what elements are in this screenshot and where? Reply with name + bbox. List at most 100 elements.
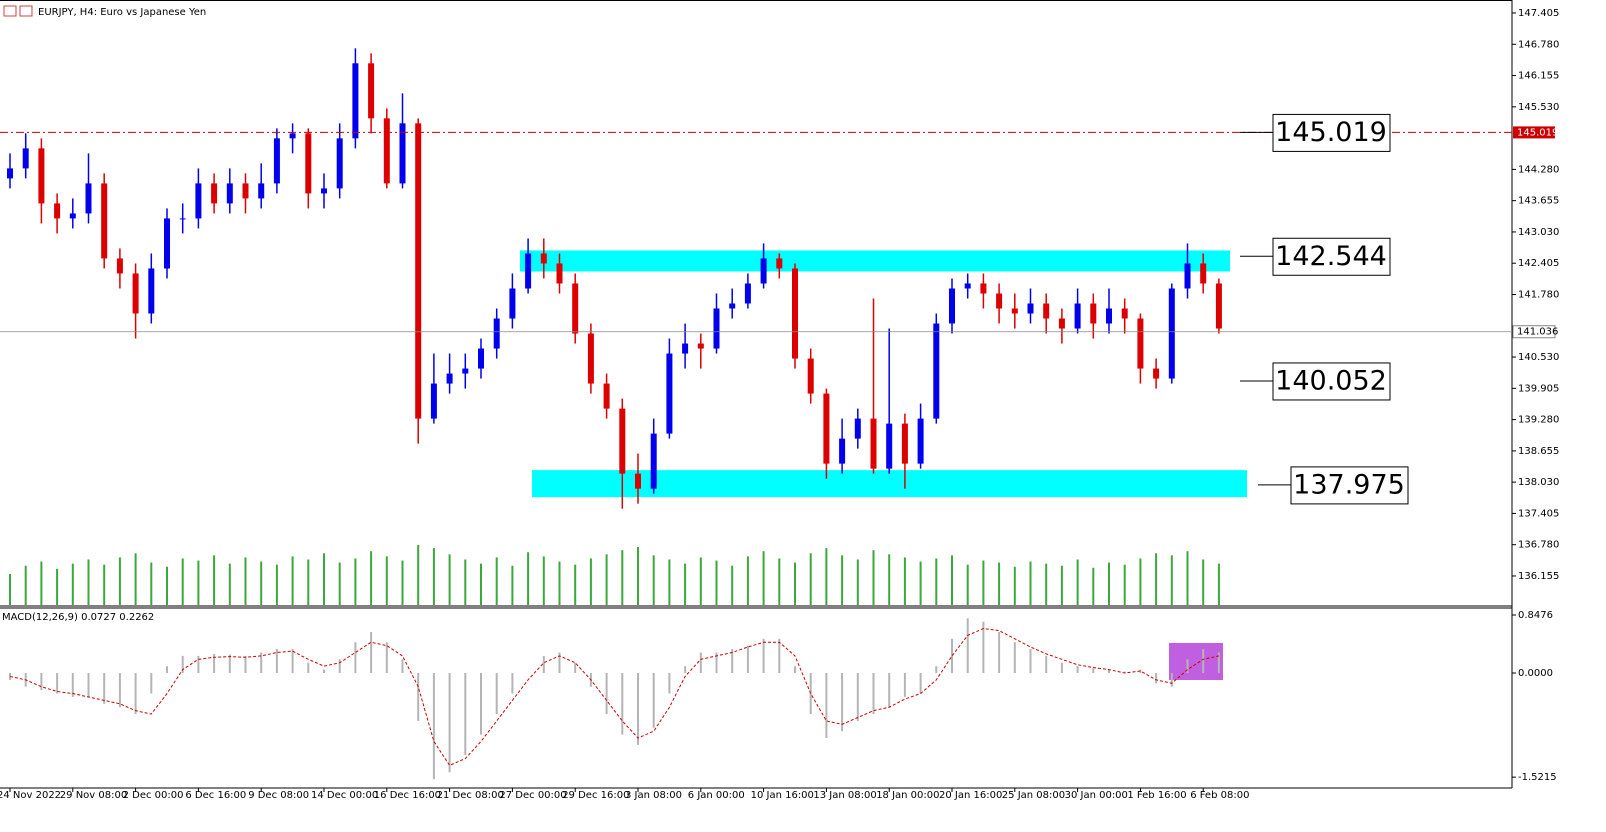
candle-body	[7, 168, 13, 179]
volume-bar	[668, 559, 671, 605]
macd-y-tick-label: -1.5215	[1518, 772, 1557, 783]
candle-body	[85, 183, 92, 214]
macd-y-tick-label: 0.0000	[1518, 668, 1553, 679]
volume-bar	[605, 554, 608, 605]
volume-bar	[1029, 561, 1032, 605]
candle-body	[886, 423, 893, 469]
volume-bar	[370, 551, 373, 605]
volume-bar	[118, 557, 121, 605]
volume-bar	[495, 557, 498, 605]
volume-bar	[401, 560, 404, 605]
x-tick-label: 21 Dec 08:00	[437, 790, 504, 801]
volume-bar	[1045, 563, 1048, 605]
volume-bar	[1092, 567, 1095, 605]
volume-bar	[464, 559, 467, 605]
volume-bar	[746, 556, 749, 605]
level-box	[1272, 113, 1391, 152]
volume-bar	[574, 564, 577, 605]
candle-body	[1137, 318, 1144, 369]
level-box	[1290, 466, 1409, 505]
y-tick-label: 139.905	[1518, 383, 1559, 394]
candle-body	[556, 263, 563, 284]
candle-body	[289, 133, 296, 139]
volume-bar	[480, 563, 482, 605]
x-tick-label: 13 Jan 08:00	[813, 790, 876, 801]
volume-bar	[56, 568, 59, 605]
x-tick-label: 29 Nov 08:00	[60, 790, 127, 801]
volume-bar	[998, 562, 1001, 605]
candle-body	[697, 343, 704, 349]
volume-bar	[134, 553, 137, 605]
x-tick-label: 20 Jan 16:00	[939, 790, 1002, 801]
candle-body	[116, 258, 123, 274]
volume-bar	[40, 561, 43, 605]
x-tick-label: 14 Dec 00:00	[311, 790, 378, 801]
x-tick-label: 3 Jan 08:00	[625, 790, 682, 801]
y-tick-label: 143.030	[1518, 227, 1559, 238]
candle-body	[195, 183, 202, 219]
x-tick-label: 16 Dec 16:00	[374, 790, 441, 801]
x-tick-label: 10 Jan 16:00	[751, 790, 814, 801]
candle-body	[1200, 263, 1207, 284]
volume-bar	[1217, 563, 1220, 605]
candle-body	[273, 138, 280, 184]
candle-body	[321, 188, 327, 194]
x-tick-label: 6 Dec 16:00	[185, 790, 246, 801]
candle-body	[635, 473, 641, 489]
candle-body	[713, 308, 720, 349]
candle-body	[1074, 303, 1081, 329]
candle-body	[478, 348, 484, 369]
volume-bar	[87, 559, 90, 605]
level-box	[1272, 237, 1391, 276]
candle-body	[650, 433, 657, 489]
volume-bar	[385, 556, 388, 605]
candle-body	[854, 418, 861, 439]
volume-bar	[1155, 553, 1158, 605]
level-price-label: 145.019	[1517, 127, 1558, 138]
candle-body	[1168, 288, 1175, 379]
candle-body	[430, 383, 437, 419]
volume-bar	[338, 562, 341, 605]
candle-body	[179, 218, 186, 220]
volume-bar	[71, 563, 74, 605]
candle-body	[917, 418, 924, 464]
volume-bar	[637, 547, 639, 605]
candle-body	[509, 288, 516, 319]
chart-icon	[19, 5, 33, 17]
candle-body	[101, 183, 108, 259]
candle-body	[148, 268, 155, 314]
level-box-label: 145.019	[1275, 117, 1387, 148]
candle-body	[933, 323, 940, 419]
x-tick-label: 27 Dec 00:00	[499, 790, 566, 801]
candle-body	[760, 258, 767, 284]
candle-body	[211, 183, 218, 204]
y-tick-label: 147.405	[1518, 8, 1559, 19]
volume-bar	[652, 555, 655, 605]
y-tick-label: 136.155	[1518, 571, 1559, 582]
candle-body	[1184, 263, 1191, 289]
x-tick-label: 24 Nov 2022	[0, 790, 61, 801]
volume-bar	[825, 548, 828, 605]
candle-body	[964, 283, 971, 289]
x-tick-label: 30 Jan 00:00	[1065, 790, 1128, 801]
candle-body	[368, 63, 375, 119]
volume-bar	[197, 560, 200, 605]
candle-body	[1106, 308, 1112, 324]
x-tick-label: 25 Jan 08:00	[1002, 790, 1065, 801]
y-tick-label: 146.780	[1518, 39, 1559, 50]
y-tick-label: 139.280	[1518, 415, 1559, 426]
x-tick-label: 1 Feb 16:00	[1127, 790, 1186, 801]
candle-body	[1043, 303, 1050, 319]
candle-body	[383, 118, 390, 184]
candle-body	[1153, 368, 1160, 379]
volume-bar	[260, 561, 263, 605]
macd-label: MACD(12,26,9) 0.0727 0.2262	[2, 612, 154, 623]
candle-body	[666, 353, 673, 434]
volume-bar	[527, 552, 530, 605]
volume-bar	[150, 562, 153, 605]
volume-bar	[951, 555, 953, 605]
candle-body	[980, 283, 987, 294]
candle-body	[572, 283, 579, 334]
volume-bar	[275, 564, 278, 605]
volume-bar	[417, 545, 420, 605]
